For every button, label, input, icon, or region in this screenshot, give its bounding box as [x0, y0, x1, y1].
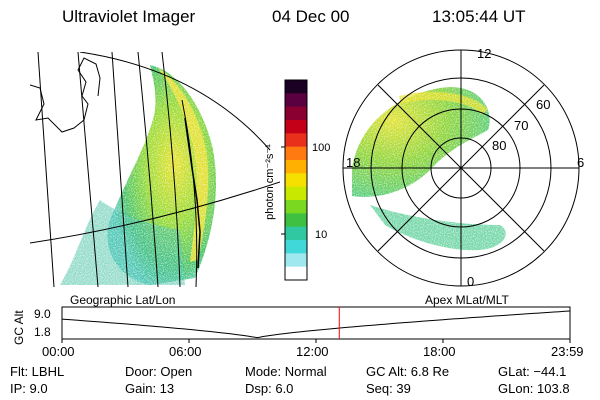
time-label: 13:05:44 UT [432, 7, 526, 26]
colorbar-tick-label-100: 100 [312, 142, 331, 154]
colorbar-swatch [285, 80, 307, 94]
polar-mlt-label-12: 12 [477, 46, 492, 61]
altitude-curve [61, 310, 571, 339]
colorbar-swatch [285, 133, 307, 148]
colorbar-swatch [285, 226, 307, 241]
date-label: 04 Dec 00 [272, 7, 350, 26]
colorbar-swatch [285, 160, 307, 174]
time-tick-label-0600: 06:00 [169, 344, 202, 359]
colorbar-swatch [285, 240, 307, 254]
colorbar-swatch [285, 106, 307, 121]
time-tick-label-1800: 18:00 [423, 344, 456, 359]
geo-parallels [30, 52, 280, 244]
colorbar-frame [284, 79, 308, 281]
colorbar-swatch [285, 266, 307, 281]
colorbar-swatch [285, 120, 307, 134]
status-dsp: Dsp: 6.0 [245, 381, 294, 396]
polar-mlt-label-18: 18 [346, 155, 361, 170]
status-seq: Seq: 39 [366, 381, 411, 396]
status-ip: IP: 9.0 [10, 381, 48, 396]
polar-panel-label: Apex MLat/MLT [425, 293, 509, 307]
status-filter: Flt: LBHL [10, 364, 65, 379]
status-gc-alt: GC Alt: 6.8 Re [366, 364, 450, 379]
colorbar-swatch [285, 173, 307, 188]
colorbar-tick-label-10: 10 [315, 229, 328, 241]
polar-mlt-label-0: 0 [467, 274, 475, 289]
altitude-tick-label-9: 9.0 [34, 307, 51, 321]
coastline [30, 57, 101, 133]
status-mode: Mode: Normal [245, 364, 327, 379]
app-title: Ultraviolet Imager [62, 7, 196, 26]
polar-lat-label-70: 70 [514, 118, 529, 133]
altitude-axis-label: GC Alt [12, 310, 26, 345]
status-door: Door: Open [125, 364, 193, 379]
geo-panel-label: Geographic Lat/Lon [70, 293, 176, 307]
colorbar-gradient [285, 80, 307, 281]
altitude-x-ticks [61, 339, 571, 343]
altitude-tick-label-1-8: 1.8 [34, 325, 51, 339]
colorbar-swatch [285, 200, 307, 214]
polar-mlt-label-6: 6 [577, 155, 585, 170]
time-tick-label-0000: 00:00 [42, 344, 75, 359]
time-tick-label-1200: 12:00 [296, 344, 329, 359]
altitude-strip-frame [61, 306, 571, 340]
colorbar-swatch [285, 93, 307, 108]
colorbar-swatch [285, 186, 307, 201]
polar-lat-label-80: 80 [492, 138, 507, 153]
colorbar-swatch [285, 253, 307, 268]
polar-grid [342, 49, 580, 287]
polar-lat-label-60: 60 [536, 97, 551, 112]
status-glon: GLon: 103.8 [498, 381, 570, 396]
colorbar-swatch [285, 213, 307, 228]
colorbar-swatch [285, 146, 307, 161]
status-gain: Gain: 13 [125, 381, 175, 396]
geo-image-content [30, 52, 280, 287]
time-tick-label-2359: 23:59 [551, 344, 584, 359]
footprint-trace [184, 117, 201, 269]
status-glat: GLat: −44.1 [498, 364, 567, 379]
